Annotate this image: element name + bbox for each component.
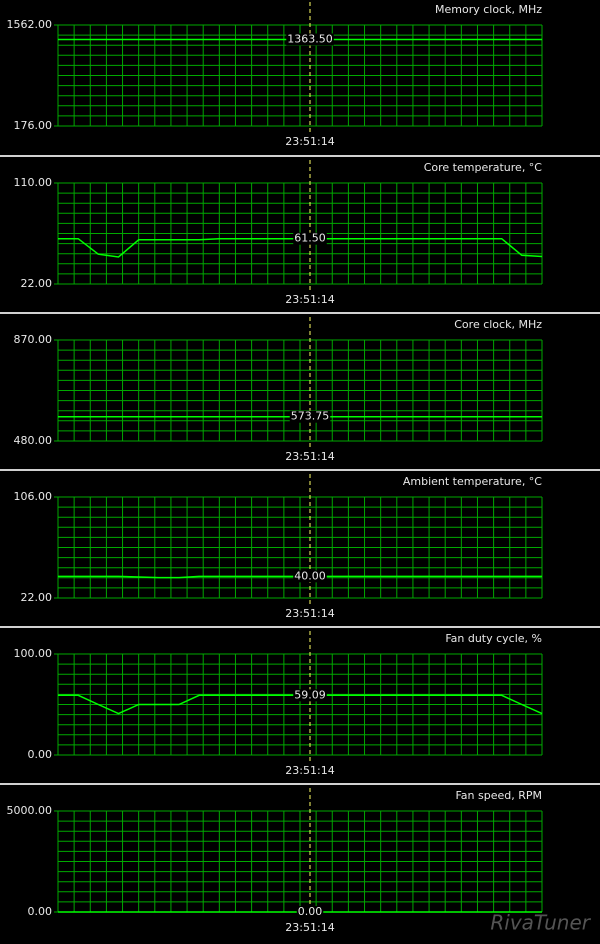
cursor-value: 40.00	[294, 569, 326, 582]
y-tick-label: 480.00	[14, 434, 53, 447]
y-tick-label: 1562.00	[7, 18, 53, 31]
monitor-panel: 0.00 100.00 59.09 Fan duty cycle, % 23:51:14	[0, 626, 600, 777]
y-tick-label: 110.00	[14, 176, 53, 189]
cursor-value-bg	[296, 906, 324, 918]
monitor-panel: 22.00 110.00 61.50 Core temperature, °C 23:5…	[0, 155, 600, 306]
cursor-time: 23:51:14	[285, 921, 334, 934]
watermark: RivaTuner	[490, 911, 591, 935]
y-tick-label: 100.00	[14, 647, 53, 660]
panel-title: Ambient temperature, °C	[403, 475, 542, 488]
cursor-value: 61.50	[294, 232, 326, 245]
monitor-panel: 480.00 870.00 573.75 Core clock, MHz 23:51:1…	[0, 312, 600, 463]
y-tick-label: 0.00	[28, 748, 53, 761]
monitor-panel: 176.00 1562.00 1363.50 Memory clock, MHz 23:…	[7, 2, 543, 148]
cursor-value: 1363.50	[287, 32, 333, 45]
y-tick-label: 0.00	[28, 905, 53, 918]
cursor-value-bg	[293, 232, 327, 245]
y-tick-label: 106.00	[14, 490, 53, 503]
y-tick-label: 870.00	[14, 333, 53, 346]
panel-title: Memory clock, MHz	[435, 3, 542, 16]
cursor-time: 23:51:14	[285, 135, 334, 148]
panel-title: Fan duty cycle, %	[445, 632, 542, 645]
y-tick-label: 22.00	[21, 277, 53, 290]
cursor-time: 23:51:14	[285, 450, 334, 463]
panel-title: Core temperature, °C	[424, 161, 543, 174]
monitor-panel: 22.00 106.00 40.00 Ambient temperature, °C 2…	[0, 469, 600, 620]
y-tick-label: 176.00	[14, 119, 53, 132]
cursor-value-bg	[293, 689, 327, 702]
y-tick-label: 22.00	[21, 591, 53, 604]
panel-title: Fan speed, RPM	[455, 789, 542, 802]
cursor-time: 23:51:14	[285, 293, 334, 306]
y-tick-label: 5000.00	[7, 804, 53, 817]
cursor-value: 573.75	[291, 410, 330, 423]
cursor-value-bg	[289, 410, 331, 423]
cursor-time: 23:51:14	[285, 607, 334, 620]
cursor-value: 0.00	[298, 905, 323, 918]
monitor-panel: 0.00 5000.00 0.00 Fan speed, RPM 23:51:14	[0, 783, 600, 934]
cursor-value-bg	[293, 570, 327, 583]
cursor-value: 59.09	[294, 688, 326, 701]
cursor-time: 23:51:14	[285, 764, 334, 777]
panel-title: Core clock, MHz	[454, 318, 542, 331]
cursor-value-bg	[286, 33, 334, 46]
